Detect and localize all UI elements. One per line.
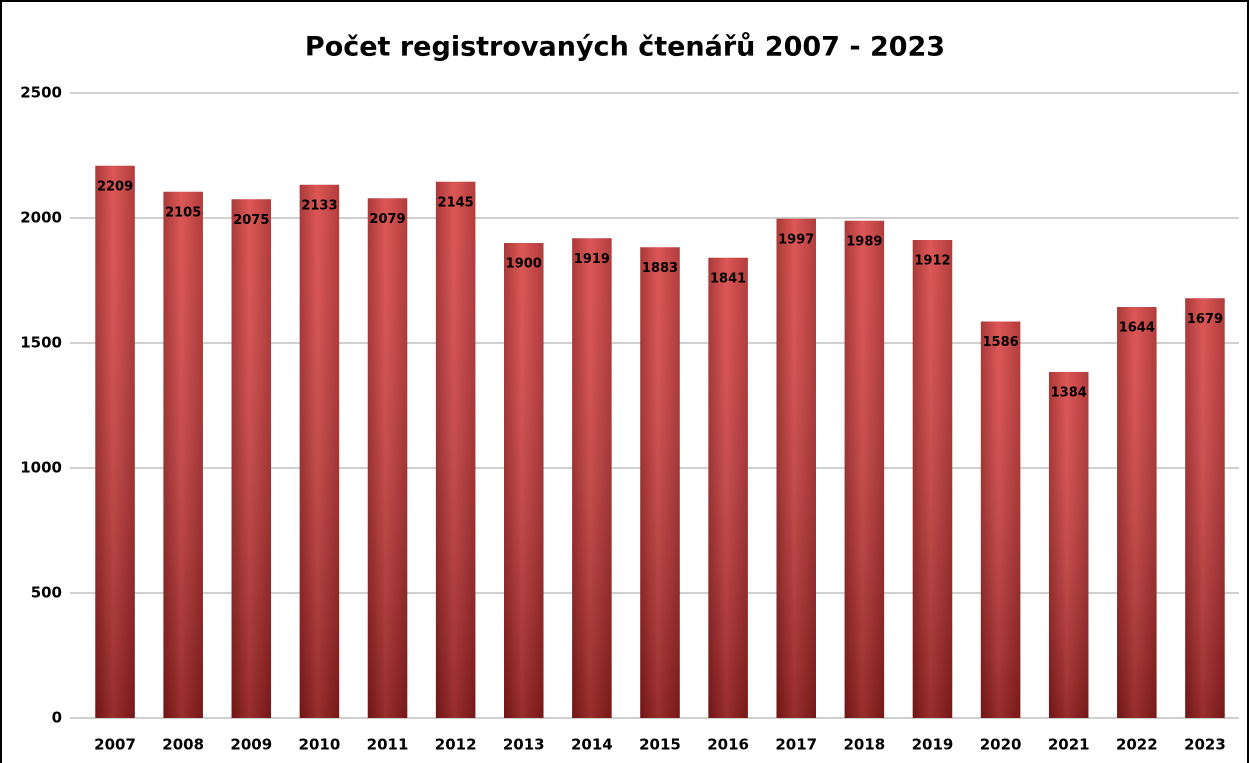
data-label: 2079 (369, 212, 405, 227)
y-tick-label: 2000 (20, 209, 62, 227)
bar (572, 238, 612, 718)
bar (1117, 307, 1157, 718)
data-label: 1883 (642, 261, 678, 276)
bar (435, 181, 476, 718)
bar (844, 220, 885, 718)
x-tick-label: 2010 (299, 736, 341, 754)
x-tick-label: 2018 (843, 736, 885, 754)
data-label: 2209 (97, 179, 133, 194)
data-label: 1644 (1119, 321, 1155, 336)
x-tick-label: 2009 (230, 736, 272, 754)
data-label: 1586 (982, 335, 1018, 350)
bar (504, 243, 544, 718)
data-label: 2075 (233, 213, 269, 228)
bar (708, 257, 748, 718)
x-tick-label: 2023 (1184, 736, 1226, 754)
x-tick-label: 2013 (503, 736, 545, 754)
y-tick-label: 0 (52, 709, 62, 727)
x-tick-label: 2022 (1116, 736, 1158, 754)
bar (980, 321, 1021, 718)
y-tick-label: 1500 (20, 334, 62, 352)
data-label: 1384 (1051, 386, 1087, 401)
data-label: 1912 (914, 254, 950, 269)
data-label: 1841 (710, 271, 746, 286)
x-tick-label: 2007 (94, 736, 136, 754)
x-tick-label: 2011 (367, 736, 409, 754)
bar (299, 184, 340, 718)
x-tick-label: 2019 (912, 736, 954, 754)
data-label: 1900 (506, 257, 542, 272)
bar (912, 240, 953, 718)
data-label: 2145 (438, 195, 474, 210)
data-label: 2105 (165, 205, 201, 220)
bar (163, 191, 203, 718)
data-label: 1919 (574, 252, 610, 267)
bar (367, 198, 408, 718)
chart-title: Počet registrovaných čtenářů 2007 - 2023 (305, 32, 945, 63)
x-tick-label: 2016 (707, 736, 749, 754)
data-label: 1679 (1187, 312, 1223, 327)
bar (1048, 372, 1089, 718)
bar (95, 165, 135, 718)
bar (1185, 298, 1225, 718)
x-tick-label: 2021 (1048, 736, 1090, 754)
y-tick-label: 1000 (20, 459, 62, 477)
x-tick-label: 2017 (775, 736, 817, 754)
data-label: 1997 (778, 232, 814, 247)
bar (640, 247, 680, 718)
x-tick-label: 2015 (639, 736, 681, 754)
data-label: 1989 (846, 234, 882, 249)
x-tick-label: 2008 (162, 736, 204, 754)
x-tick-label: 2020 (980, 736, 1022, 754)
x-tick-label: 2014 (571, 736, 613, 754)
x-tick-label: 2012 (435, 736, 477, 754)
bar (776, 218, 816, 718)
data-label: 2133 (301, 198, 337, 213)
bar (231, 199, 272, 718)
y-tick-label: 2500 (20, 84, 62, 102)
y-tick-label: 500 (31, 584, 62, 602)
